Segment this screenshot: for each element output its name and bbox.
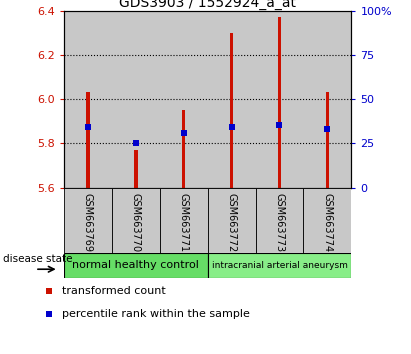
Text: disease state: disease state bbox=[3, 254, 73, 264]
Text: GSM663770: GSM663770 bbox=[131, 193, 141, 252]
Bar bbox=[159, 11, 208, 188]
Text: intracranial arterial aneurysm: intracranial arterial aneurysm bbox=[212, 261, 347, 270]
Bar bbox=[112, 11, 159, 188]
Bar bbox=[303, 11, 351, 188]
Text: normal healthy control: normal healthy control bbox=[72, 261, 199, 270]
Bar bbox=[182, 110, 185, 188]
Bar bbox=[64, 188, 112, 253]
Text: GSM663773: GSM663773 bbox=[275, 193, 284, 252]
Bar bbox=[230, 33, 233, 188]
Text: GSM663771: GSM663771 bbox=[179, 193, 189, 252]
Text: transformed count: transformed count bbox=[62, 286, 165, 296]
Text: percentile rank within the sample: percentile rank within the sample bbox=[62, 309, 249, 319]
Text: GSM663769: GSM663769 bbox=[83, 193, 92, 252]
Bar bbox=[208, 253, 351, 278]
Bar bbox=[112, 188, 159, 253]
Title: GDS3903 / 1552924_a_at: GDS3903 / 1552924_a_at bbox=[119, 0, 296, 10]
Bar bbox=[134, 150, 138, 188]
Text: GSM663772: GSM663772 bbox=[226, 193, 236, 252]
Bar bbox=[326, 92, 329, 188]
Bar bbox=[64, 253, 208, 278]
Bar bbox=[256, 11, 303, 188]
Bar bbox=[64, 11, 112, 188]
Text: GSM663774: GSM663774 bbox=[323, 193, 332, 252]
Bar bbox=[86, 92, 90, 188]
Bar bbox=[277, 17, 282, 188]
Bar bbox=[208, 11, 256, 188]
Bar bbox=[159, 188, 208, 253]
Bar bbox=[256, 188, 303, 253]
Bar bbox=[303, 188, 351, 253]
Bar bbox=[208, 188, 256, 253]
